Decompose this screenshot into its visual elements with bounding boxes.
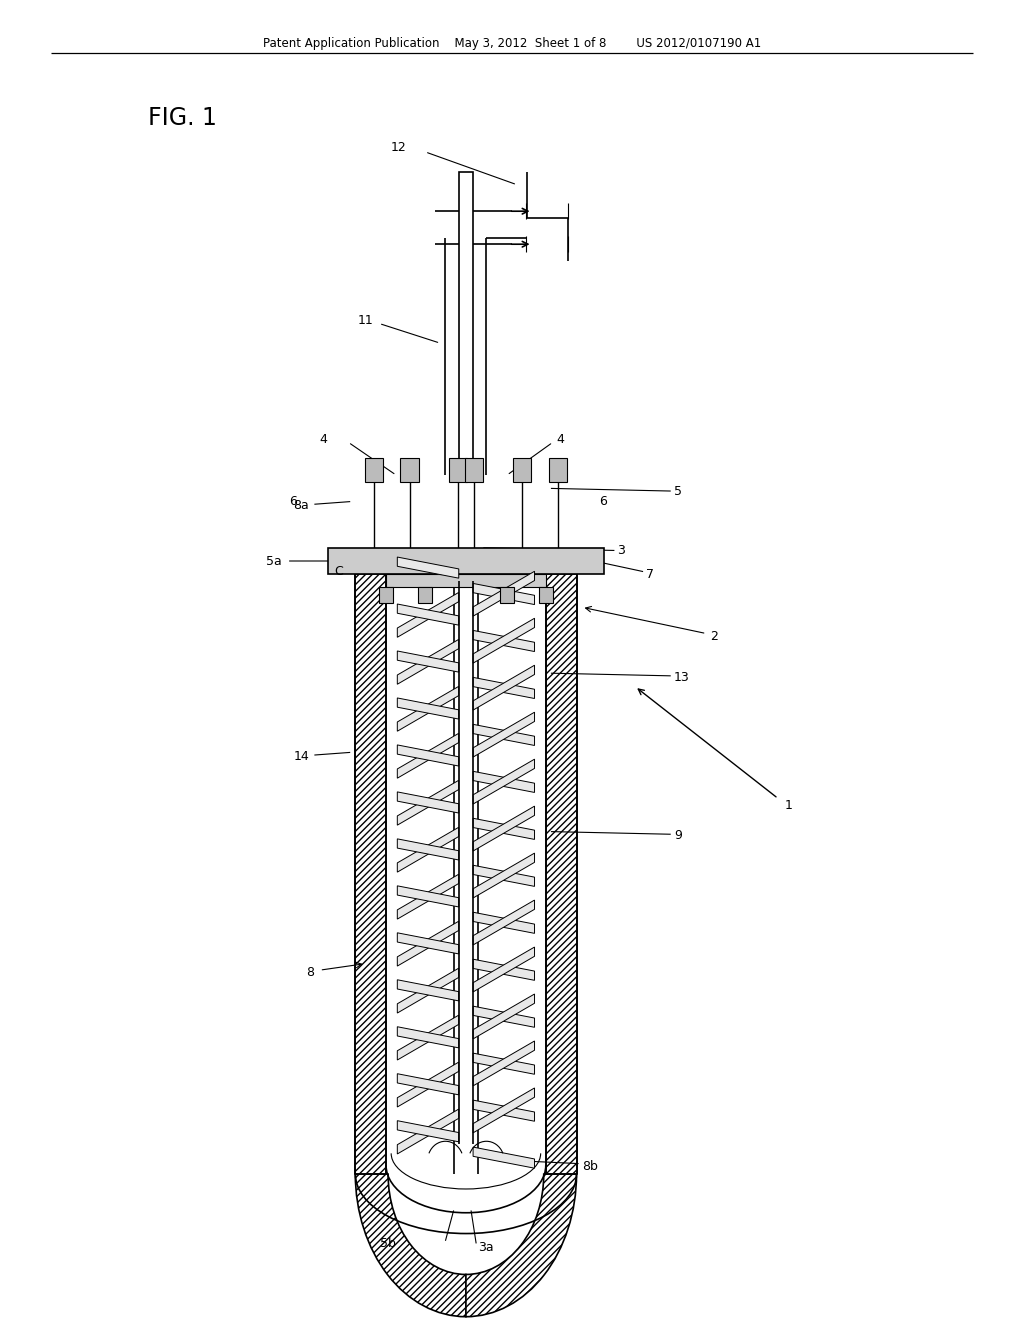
- Polygon shape: [473, 1006, 535, 1027]
- Polygon shape: [473, 771, 535, 792]
- Bar: [449, 458, 467, 482]
- Polygon shape: [397, 593, 459, 638]
- Text: 8b: 8b: [582, 1160, 598, 1172]
- Bar: [386, 574, 546, 1175]
- Text: 13: 13: [674, 671, 689, 684]
- Polygon shape: [397, 605, 459, 626]
- Polygon shape: [397, 874, 459, 919]
- Polygon shape: [473, 818, 535, 840]
- Polygon shape: [473, 912, 535, 933]
- Text: 8a: 8a: [294, 499, 309, 512]
- Bar: [465, 458, 483, 482]
- Polygon shape: [473, 853, 535, 898]
- Text: 14: 14: [294, 750, 309, 763]
- Text: 9: 9: [674, 829, 682, 842]
- Polygon shape: [473, 900, 535, 945]
- Bar: [459, 172, 473, 475]
- Bar: [386, 574, 546, 587]
- Bar: [365, 458, 383, 482]
- Polygon shape: [473, 994, 535, 1039]
- Polygon shape: [397, 886, 459, 907]
- Text: 6: 6: [289, 495, 297, 508]
- Polygon shape: [473, 759, 535, 804]
- Text: C: C: [334, 565, 343, 578]
- Bar: [355, 574, 386, 1175]
- Polygon shape: [473, 866, 535, 887]
- Text: 7: 7: [646, 568, 654, 581]
- Wedge shape: [466, 1175, 577, 1317]
- Bar: [539, 587, 553, 603]
- Bar: [513, 458, 531, 482]
- Polygon shape: [473, 665, 535, 710]
- Text: 6: 6: [599, 495, 607, 508]
- Text: 8: 8: [306, 966, 314, 979]
- Text: 4: 4: [319, 433, 328, 446]
- Text: 5: 5: [674, 484, 682, 498]
- Polygon shape: [397, 651, 459, 672]
- Polygon shape: [397, 828, 459, 873]
- Text: Patent Application Publication    May 3, 2012  Sheet 1 of 8        US 2012/01071: Patent Application Publication May 3, 20…: [263, 37, 761, 50]
- Bar: [500, 587, 514, 603]
- Text: FIG. 1: FIG. 1: [148, 106, 217, 129]
- Text: 12: 12: [391, 141, 407, 154]
- Wedge shape: [355, 1175, 466, 1317]
- Polygon shape: [397, 1063, 459, 1107]
- Polygon shape: [397, 968, 459, 1012]
- Polygon shape: [473, 583, 535, 605]
- Polygon shape: [397, 686, 459, 731]
- Polygon shape: [397, 639, 459, 684]
- Text: 2: 2: [710, 630, 718, 643]
- Polygon shape: [397, 1121, 459, 1142]
- Polygon shape: [397, 1073, 459, 1094]
- Polygon shape: [397, 921, 459, 966]
- Polygon shape: [473, 960, 535, 981]
- Text: 5b: 5b: [380, 1237, 396, 1250]
- Polygon shape: [397, 1015, 459, 1060]
- Polygon shape: [473, 1053, 535, 1074]
- Polygon shape: [397, 1027, 459, 1048]
- Polygon shape: [473, 725, 535, 746]
- Polygon shape: [473, 1100, 535, 1121]
- Polygon shape: [473, 1088, 535, 1133]
- Bar: [549, 458, 567, 482]
- Text: 3: 3: [617, 544, 626, 557]
- Polygon shape: [473, 572, 535, 616]
- Bar: [400, 458, 419, 482]
- Polygon shape: [473, 618, 535, 663]
- Text: 1: 1: [784, 799, 793, 812]
- Text: 4: 4: [556, 433, 564, 446]
- Polygon shape: [397, 698, 459, 719]
- Bar: [546, 574, 577, 1175]
- Polygon shape: [473, 1147, 535, 1168]
- Polygon shape: [473, 807, 535, 851]
- Bar: [379, 587, 393, 603]
- Polygon shape: [397, 933, 459, 954]
- Polygon shape: [473, 713, 535, 758]
- Polygon shape: [397, 744, 459, 766]
- Bar: [418, 587, 432, 603]
- Text: 5a: 5a: [266, 554, 282, 568]
- Text: 11: 11: [358, 314, 374, 327]
- Polygon shape: [397, 557, 459, 578]
- Polygon shape: [397, 792, 459, 813]
- Text: 3a: 3a: [478, 1241, 494, 1254]
- Polygon shape: [397, 780, 459, 825]
- Polygon shape: [473, 946, 535, 991]
- Polygon shape: [397, 1109, 459, 1154]
- Bar: [328, 548, 604, 574]
- Polygon shape: [397, 734, 459, 779]
- Polygon shape: [397, 979, 459, 1001]
- Polygon shape: [473, 631, 535, 652]
- Polygon shape: [473, 677, 535, 698]
- Polygon shape: [397, 840, 459, 861]
- Polygon shape: [473, 1041, 535, 1086]
